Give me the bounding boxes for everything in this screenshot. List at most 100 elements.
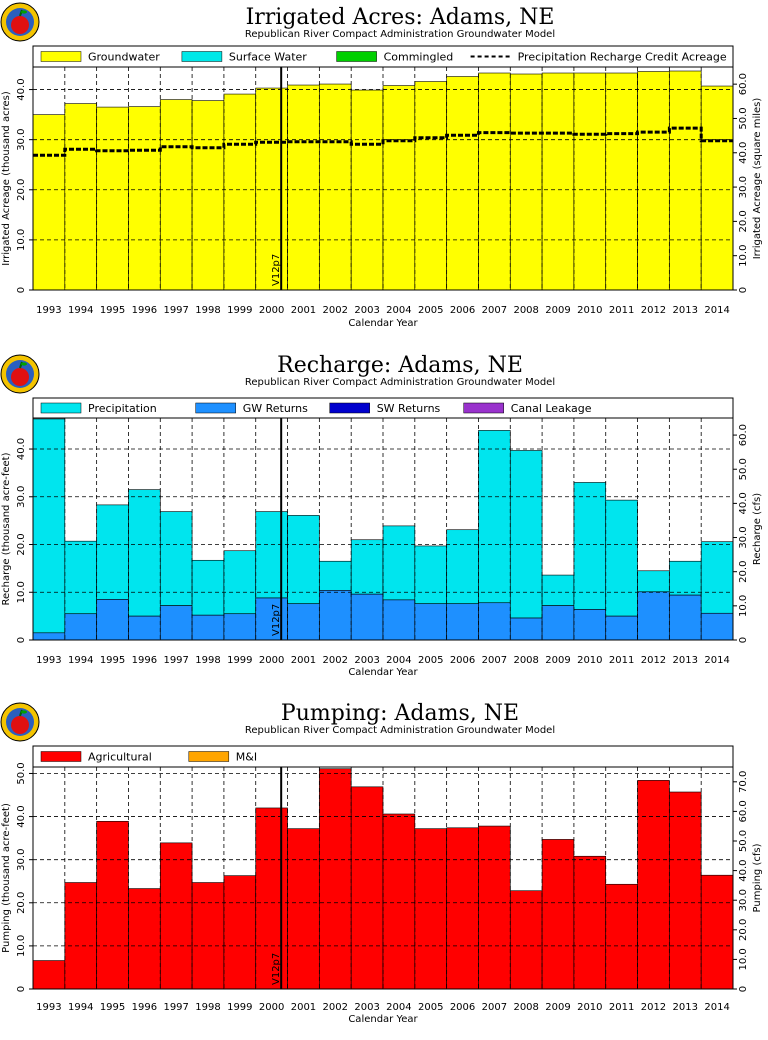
area-segment-2002 [319, 83, 352, 291]
y-axis-label: Recharge (thousand acre-feet) [1, 452, 12, 605]
bar-1996 [128, 888, 161, 990]
plot-frame [32, 66, 734, 291]
precip-segment-1996 [128, 489, 161, 617]
bar-2004 [382, 813, 416, 990]
y-right-tick-label: 10.0 [738, 948, 749, 970]
model-version-label: V12p7 [271, 604, 282, 636]
gw-returns-segment-2009 [541, 605, 575, 641]
precip-segment-2014 [700, 541, 734, 614]
bar-2014 [700, 874, 734, 990]
irrigated-acres-chart: Irrigated Acres: Adams, NE Republican Ri… [1, 5, 763, 329]
precip-segment-2010 [573, 482, 607, 610]
x-tick-label: 2012 [641, 1002, 666, 1013]
y-right-tick-label: 20.0 [738, 210, 749, 232]
bar-2002 [319, 768, 352, 990]
legend-label: Precipitation Recharge Credit Acreage [518, 51, 727, 64]
x-tick-label: 2000 [259, 305, 284, 316]
x-tick-label: 1998 [195, 1002, 220, 1013]
area-segment-2010 [573, 72, 607, 291]
x-tick-label: 2004 [386, 655, 411, 666]
x-tick-label: 2001 [291, 305, 316, 316]
area-segment-2001 [287, 84, 320, 291]
bar-1999 [223, 875, 257, 990]
gw-returns-segment-2014 [700, 612, 734, 641]
x-tick-label: 2004 [386, 305, 411, 316]
x-tick-label: 1997 [163, 1002, 188, 1013]
bar-1993 [32, 960, 66, 990]
x-tick-label: 1995 [100, 655, 125, 666]
area-segment-2014 [700, 85, 734, 291]
gw-returns-segment-2000 [255, 597, 288, 641]
x-tick-label: 2013 [673, 305, 698, 316]
area-segment-2012 [637, 71, 670, 291]
legend-swatch [195, 402, 236, 414]
x-tick-label: 2012 [641, 655, 666, 666]
x-tick-label: 2007 [482, 655, 507, 666]
x-tick-label: 2007 [482, 305, 507, 316]
y-tick-label: 20.0 [16, 892, 27, 914]
y-right-tick-label: 0 [738, 986, 749, 992]
x-tick-label: 1997 [163, 305, 188, 316]
gw-returns-segment-2005 [414, 603, 447, 641]
legend-swatch [40, 402, 82, 414]
y-right-tick-label: 0 [738, 287, 749, 293]
y-right-tick-label: 0 [738, 637, 749, 643]
area-segment-2011 [605, 72, 638, 291]
x-tick-label: 2011 [609, 305, 634, 316]
legend-label: Canal Leakage [511, 402, 592, 415]
area-segment-1997 [159, 99, 193, 291]
y-right-tick-label: 30.0 [738, 176, 749, 198]
bar-1994 [64, 882, 97, 990]
precip-segment-2006 [446, 529, 479, 605]
precip-segment-2000 [255, 511, 288, 599]
area-segment-2006 [446, 76, 479, 291]
y-right-tick-label: 20.0 [738, 919, 749, 941]
x-tick-label: 2005 [418, 305, 443, 316]
x-tick-label: 2013 [673, 655, 698, 666]
x-tick-label: 2011 [609, 1002, 634, 1013]
y-right-tick-label: 50.0 [738, 458, 749, 480]
x-tick-label: 2009 [545, 655, 570, 666]
bar-1998 [191, 882, 225, 990]
x-tick-label: 2003 [354, 1002, 379, 1013]
x-tick-label: 2001 [291, 655, 316, 666]
x-axis-label: Calendar Year [348, 318, 418, 329]
y-right-axis-label: Irrigated Acreage (square miles) [752, 98, 763, 260]
y-tick-label: 0 [16, 637, 27, 643]
gw-returns-segment-1999 [223, 613, 257, 641]
area-segment-2013 [669, 70, 702, 291]
x-tick-label: 2002 [323, 1002, 348, 1013]
gw-returns-segment-2007 [478, 602, 511, 641]
y-right-tick-label: 10.0 [738, 595, 749, 617]
gw-returns-segment-2001 [287, 603, 320, 641]
y-right-tick-label: 40.0 [738, 859, 749, 881]
x-tick-label: 1998 [195, 305, 220, 316]
area-segment-1994 [64, 103, 97, 291]
y-tick-label: 20.0 [16, 533, 27, 555]
area-segment-1995 [96, 106, 129, 291]
y-tick-label: 40.0 [16, 805, 27, 827]
bar-2000 [255, 807, 288, 990]
area-segment-2008 [509, 73, 543, 291]
y-right-axis-label: Pumping (cfs) [752, 843, 763, 912]
gw-returns-segment-2003 [350, 593, 384, 641]
area-segment-1996 [128, 106, 161, 291]
precip-segment-1993 [32, 418, 66, 634]
x-tick-label: 1996 [132, 305, 157, 316]
x-tick-label: 2012 [641, 305, 666, 316]
precip-segment-2012 [637, 570, 670, 593]
y-tick-label: 30.0 [16, 486, 27, 508]
precip-segment-1999 [223, 550, 257, 615]
gw-returns-segment-2004 [382, 599, 416, 641]
x-tick-label: 2011 [609, 655, 634, 666]
precip-segment-2005 [414, 545, 447, 605]
x-tick-label: 2013 [673, 1002, 698, 1013]
chart-subtitle: Republican River Compact Administration … [245, 725, 555, 736]
y-tick-label: 10.0 [16, 935, 27, 957]
y-right-tick-label: 50.0 [738, 830, 749, 852]
x-tick-label: 2008 [513, 1002, 538, 1013]
x-tick-label: 1997 [163, 655, 188, 666]
gw-returns-segment-1994 [64, 613, 97, 641]
legend-swatch [329, 402, 370, 414]
x-tick-label: 2008 [513, 305, 538, 316]
